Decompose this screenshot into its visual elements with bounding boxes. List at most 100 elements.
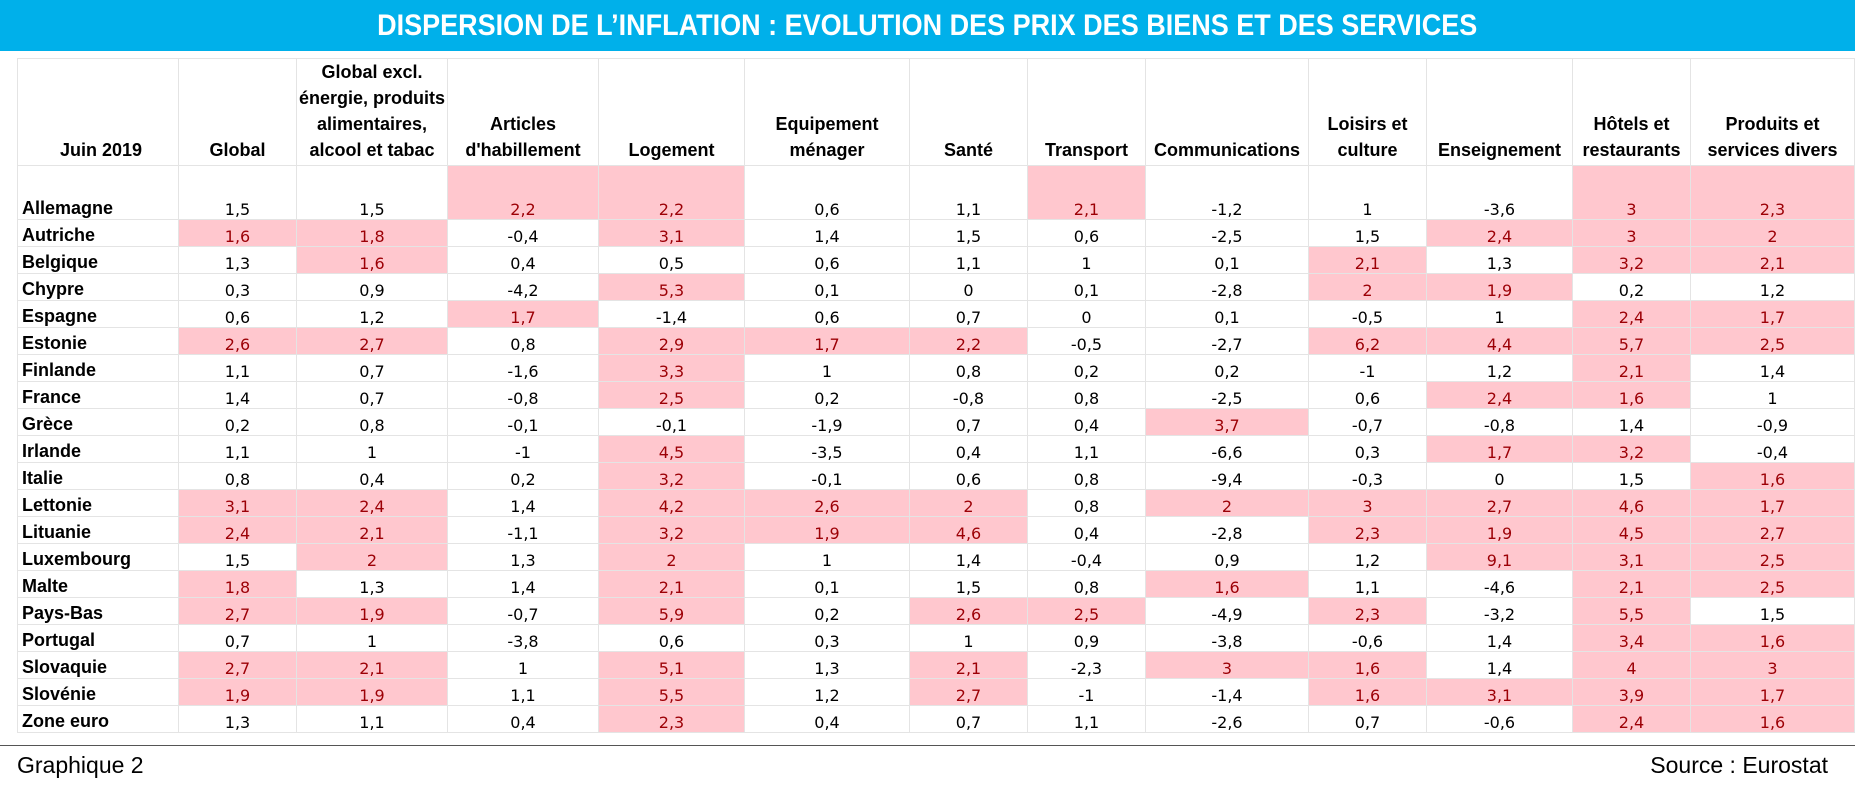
- value-cell: 2,9: [598, 327, 745, 355]
- value-cell: 3,2: [1572, 246, 1691, 274]
- value-cell: 0,2: [1027, 354, 1146, 382]
- value-cell: 2,3: [1308, 516, 1427, 544]
- value-cell: 1,1: [296, 705, 448, 733]
- value-cell: -0,8: [1426, 408, 1573, 436]
- value-cell: 1,4: [1690, 354, 1855, 382]
- column-header: Global: [178, 58, 297, 166]
- column-header: Global excl. énergie, produits alimentai…: [296, 58, 448, 166]
- value-cell: 5,1: [598, 651, 745, 679]
- value-cell: 1,6: [1690, 462, 1855, 490]
- value-cell: 1,3: [178, 705, 297, 733]
- country-label: Finlande: [17, 354, 179, 382]
- value-cell: 0,6: [909, 462, 1028, 490]
- value-cell: 2,7: [296, 327, 448, 355]
- value-cell: 2,1: [296, 651, 448, 679]
- value-cell: 1,5: [1308, 219, 1427, 247]
- value-cell: 4: [1572, 651, 1691, 679]
- value-cell: 1,1: [1308, 570, 1427, 598]
- table-row: Finlande 1,1 0,7 -1,6 3,3 1 0,8 0,2 0,2 -1 1,2 2,1 1…: [17, 354, 1855, 382]
- column-header: Produits et services divers: [1690, 58, 1855, 166]
- country-label: Chypre: [17, 273, 179, 301]
- value-cell: 3,3: [598, 354, 745, 382]
- table-row: Chypre 0,3 0,9 -4,2 5,3 0,1 0 0,1 -2,8 2 1,9 0,2 1,2: [17, 273, 1855, 301]
- value-cell: 1: [447, 651, 599, 679]
- table-row: Lettonie 3,1 2,4 1,4 4,2 2,6 2 0,8 2 3 2,7 4,6 1,7: [17, 489, 1855, 517]
- country-label: Lituanie: [17, 516, 179, 544]
- column-header: Loisirs et culture: [1308, 58, 1427, 166]
- column-header: Transport: [1027, 58, 1146, 166]
- value-cell: 2,6: [744, 489, 910, 517]
- value-cell: 2,7: [178, 651, 297, 679]
- value-cell: 2,2: [909, 327, 1028, 355]
- value-cell: 3,2: [1572, 435, 1691, 463]
- value-cell: 2,1: [909, 651, 1028, 679]
- value-cell: 1,1: [909, 165, 1028, 220]
- table-row: Italie 0,8 0,4 0,2 3,2 -0,1 0,6 0,8 -9,4 -0,3 0 1,5…: [17, 462, 1855, 490]
- value-cell: 0,6: [744, 246, 910, 274]
- value-cell: 1,7: [1690, 678, 1855, 706]
- value-cell: 2,4: [1572, 705, 1691, 733]
- column-header: Enseignement: [1426, 58, 1573, 166]
- value-cell: 1,1: [178, 435, 297, 463]
- value-cell: 0,2: [1572, 273, 1691, 301]
- value-cell: 1: [744, 543, 910, 571]
- column-header: Articles d'habillement: [447, 58, 599, 166]
- value-cell: 1,7: [1690, 300, 1855, 328]
- value-cell: 1,2: [744, 678, 910, 706]
- value-cell: 1,9: [296, 678, 448, 706]
- value-cell: 1,4: [1426, 651, 1573, 679]
- value-cell: 1: [1027, 246, 1146, 274]
- value-cell: -0,4: [1690, 435, 1855, 463]
- value-cell: 0,8: [1027, 381, 1146, 409]
- country-label: Autriche: [17, 219, 179, 247]
- value-cell: 0,7: [909, 705, 1028, 733]
- value-cell: -2,7: [1145, 327, 1309, 355]
- value-cell: 0,8: [909, 354, 1028, 382]
- value-cell: 3: [1572, 219, 1691, 247]
- source-caption: Source : Eurostat: [1650, 752, 1828, 778]
- table-row: Autriche 1,6 1,8 -0,4 3,1 1,4 1,5 0,6 -2,5 1,5 2,4…: [17, 219, 1855, 247]
- value-cell: 0,1: [744, 273, 910, 301]
- value-cell: 2,3: [1308, 597, 1427, 625]
- value-cell: 4,6: [909, 516, 1028, 544]
- value-cell: -1: [1027, 678, 1146, 706]
- value-cell: 1: [296, 435, 448, 463]
- inflation-table: Juin 2019 Global Global excl. énergie, p…: [17, 58, 1855, 733]
- value-cell: 1,6: [1145, 570, 1309, 598]
- table-row: Lituanie 2,4 2,1 -1,1 3,2 1,9 4,6 0,4 -2,8 2,3 1,9…: [17, 516, 1855, 544]
- value-cell: -0,7: [1308, 408, 1427, 436]
- value-cell: 1: [744, 354, 910, 382]
- value-cell: -4,2: [447, 273, 599, 301]
- value-cell: 3,4: [1572, 624, 1691, 652]
- table-row: Allemagne 1,5 1,5 2,2 2,2 0,6 1,1 2,1 -1,2 1 -3,6 3…: [17, 165, 1855, 220]
- table-row: Portugal 0,7 1 -3,8 0,6 0,3 1 0,9 -3,8 -0,6 1,4 3,4…: [17, 624, 1855, 652]
- column-header: Logement: [598, 58, 745, 166]
- value-cell: 5,9: [598, 597, 745, 625]
- value-cell: 0,4: [447, 246, 599, 274]
- value-cell: 0: [909, 273, 1028, 301]
- value-cell: 2,1: [1308, 246, 1427, 274]
- value-cell: 5,5: [1572, 597, 1691, 625]
- value-cell: 1,6: [1308, 651, 1427, 679]
- value-cell: 1,4: [1572, 408, 1691, 436]
- value-cell: 3,1: [598, 219, 745, 247]
- value-cell: 2: [909, 489, 1028, 517]
- value-cell: 0,1: [1145, 246, 1309, 274]
- value-cell: -0,8: [909, 381, 1028, 409]
- value-cell: 0,7: [909, 408, 1028, 436]
- value-cell: 1,7: [744, 327, 910, 355]
- value-cell: 1,4: [447, 489, 599, 517]
- value-cell: 2,7: [909, 678, 1028, 706]
- value-cell: 1,4: [909, 543, 1028, 571]
- value-cell: 0,2: [447, 462, 599, 490]
- value-cell: 3,1: [1572, 543, 1691, 571]
- value-cell: 0,3: [178, 273, 297, 301]
- value-cell: 0,8: [1027, 570, 1146, 598]
- value-cell: 0,7: [1308, 705, 1427, 733]
- value-cell: 0,3: [744, 624, 910, 652]
- country-label: Irlande: [17, 435, 179, 463]
- table-row: Slovénie 1,9 1,9 1,1 5,5 1,2 2,7 -1 -1,4 1,6 3,1 3,…: [17, 678, 1855, 706]
- value-cell: 1,7: [447, 300, 599, 328]
- value-cell: 1,6: [1690, 624, 1855, 652]
- value-cell: 4,5: [1572, 516, 1691, 544]
